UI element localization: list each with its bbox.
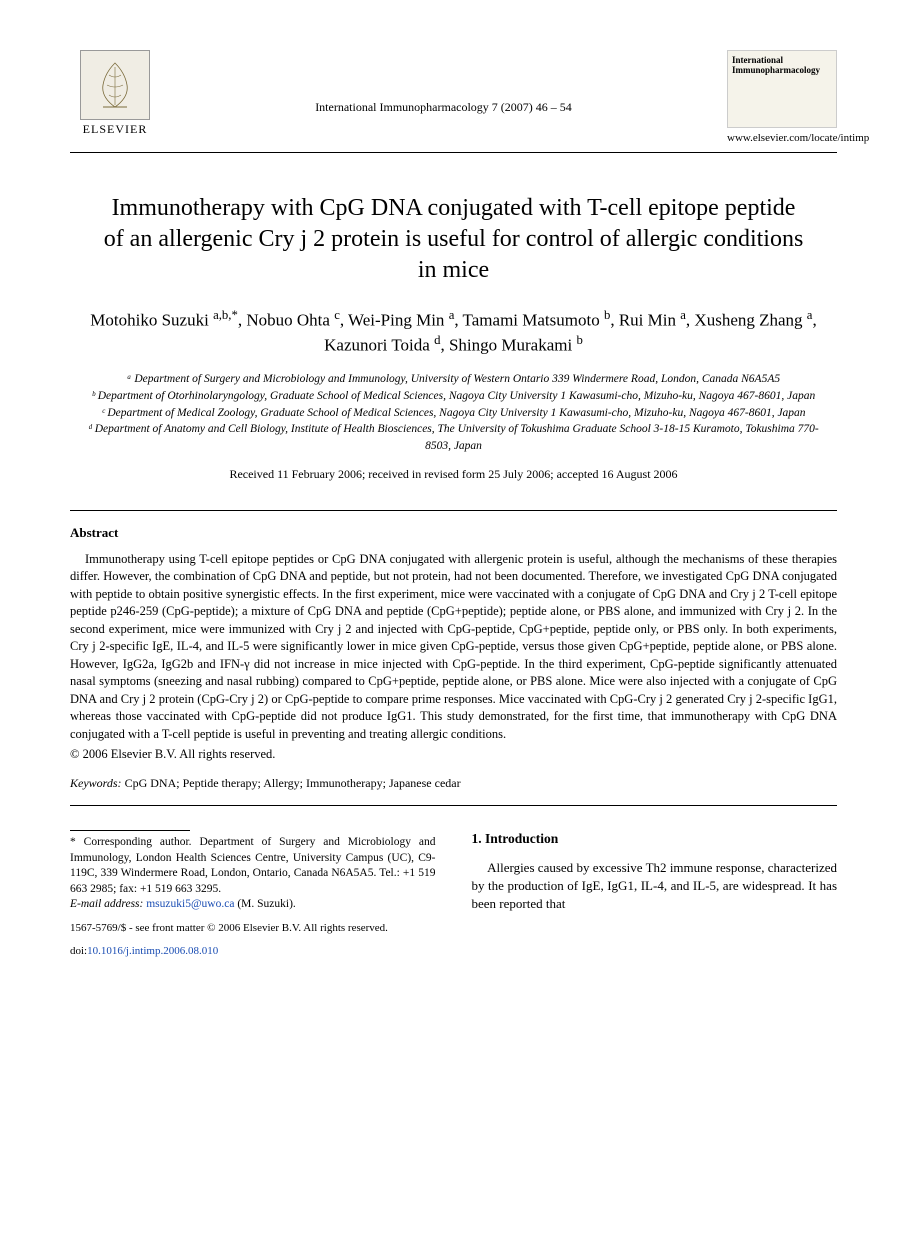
doi-link[interactable]: 10.1016/j.intimp.2006.08.010 bbox=[87, 945, 218, 957]
article-dates: Received 11 February 2006; received in r… bbox=[70, 467, 837, 482]
journal-cover-title: International Immunopharmacology bbox=[732, 55, 832, 75]
affiliation: ᵈ Department of Anatomy and Cell Biology… bbox=[80, 421, 827, 454]
corresponding-email-line: E-mail address: msuzuki5@uwo.ca (M. Suzu… bbox=[70, 897, 436, 913]
affiliation: ᶜ Department of Medical Zoology, Graduat… bbox=[80, 405, 827, 422]
abstract-copyright: © 2006 Elsevier B.V. All rights reserved… bbox=[70, 747, 837, 762]
header-rule bbox=[70, 152, 837, 153]
email-label: E-mail address: bbox=[70, 898, 143, 910]
article-title: Immunotherapy with CpG DNA conjugated wi… bbox=[100, 193, 807, 287]
doi-line: doi:10.1016/j.intimp.2006.08.010 bbox=[70, 944, 436, 959]
keywords: Keywords: CpG DNA; Peptide therapy; Alle… bbox=[70, 776, 837, 791]
publisher-logo: ELSEVIER bbox=[70, 50, 160, 137]
elsevier-tree-icon bbox=[80, 50, 150, 120]
doi-label: doi: bbox=[70, 945, 87, 957]
authors: Motohiko Suzuki a,b,*, Nobuo Ohta c, Wei… bbox=[90, 307, 817, 358]
email-suffix: (M. Suzuki). bbox=[234, 898, 295, 910]
left-footnote-col: * Corresponding author. Department of Su… bbox=[70, 830, 436, 958]
affiliation: ᵇ Department of Otorhinolaryngology, Gra… bbox=[80, 388, 827, 405]
keywords-rule bbox=[70, 805, 837, 806]
footnote-rule bbox=[70, 830, 190, 831]
journal-url: www.elsevier.com/locate/intimp bbox=[727, 132, 837, 144]
journal-reference: International Immunopharmacology 7 (2007… bbox=[160, 100, 727, 115]
keywords-text: CpG DNA; Peptide therapy; Allergy; Immun… bbox=[122, 776, 461, 790]
corresponding-author-note: * Corresponding author. Department of Su… bbox=[70, 835, 436, 897]
journal-cover-box: International Immunopharmacology bbox=[727, 50, 837, 128]
affiliations: ᵃ Department of Surgery and Microbiology… bbox=[80, 371, 827, 454]
keywords-label: Keywords: bbox=[70, 776, 122, 790]
header-row: ELSEVIER International Immunopharmacolog… bbox=[70, 50, 837, 144]
affiliation: ᵃ Department of Surgery and Microbiology… bbox=[80, 371, 827, 388]
abstract-body: Immunotherapy using T-cell epitope pepti… bbox=[70, 551, 837, 744]
intro-body: Allergies caused by excessive Th2 immune… bbox=[472, 859, 838, 914]
publisher-name: ELSEVIER bbox=[83, 122, 148, 137]
corresponding-email-link[interactable]: msuzuki5@uwo.ca bbox=[146, 898, 234, 910]
issn-line: 1567-5769/$ - see front matter © 2006 El… bbox=[70, 921, 436, 936]
journal-ref-block: International Immunopharmacology 7 (2007… bbox=[160, 50, 727, 115]
bottom-row: * Corresponding author. Department of Su… bbox=[70, 830, 837, 958]
right-intro-col: 1. Introduction Allergies caused by exce… bbox=[472, 830, 838, 958]
intro-heading: 1. Introduction bbox=[472, 830, 838, 848]
abstract-heading: Abstract bbox=[70, 525, 837, 541]
journal-cover: International Immunopharmacology www.els… bbox=[727, 50, 837, 144]
